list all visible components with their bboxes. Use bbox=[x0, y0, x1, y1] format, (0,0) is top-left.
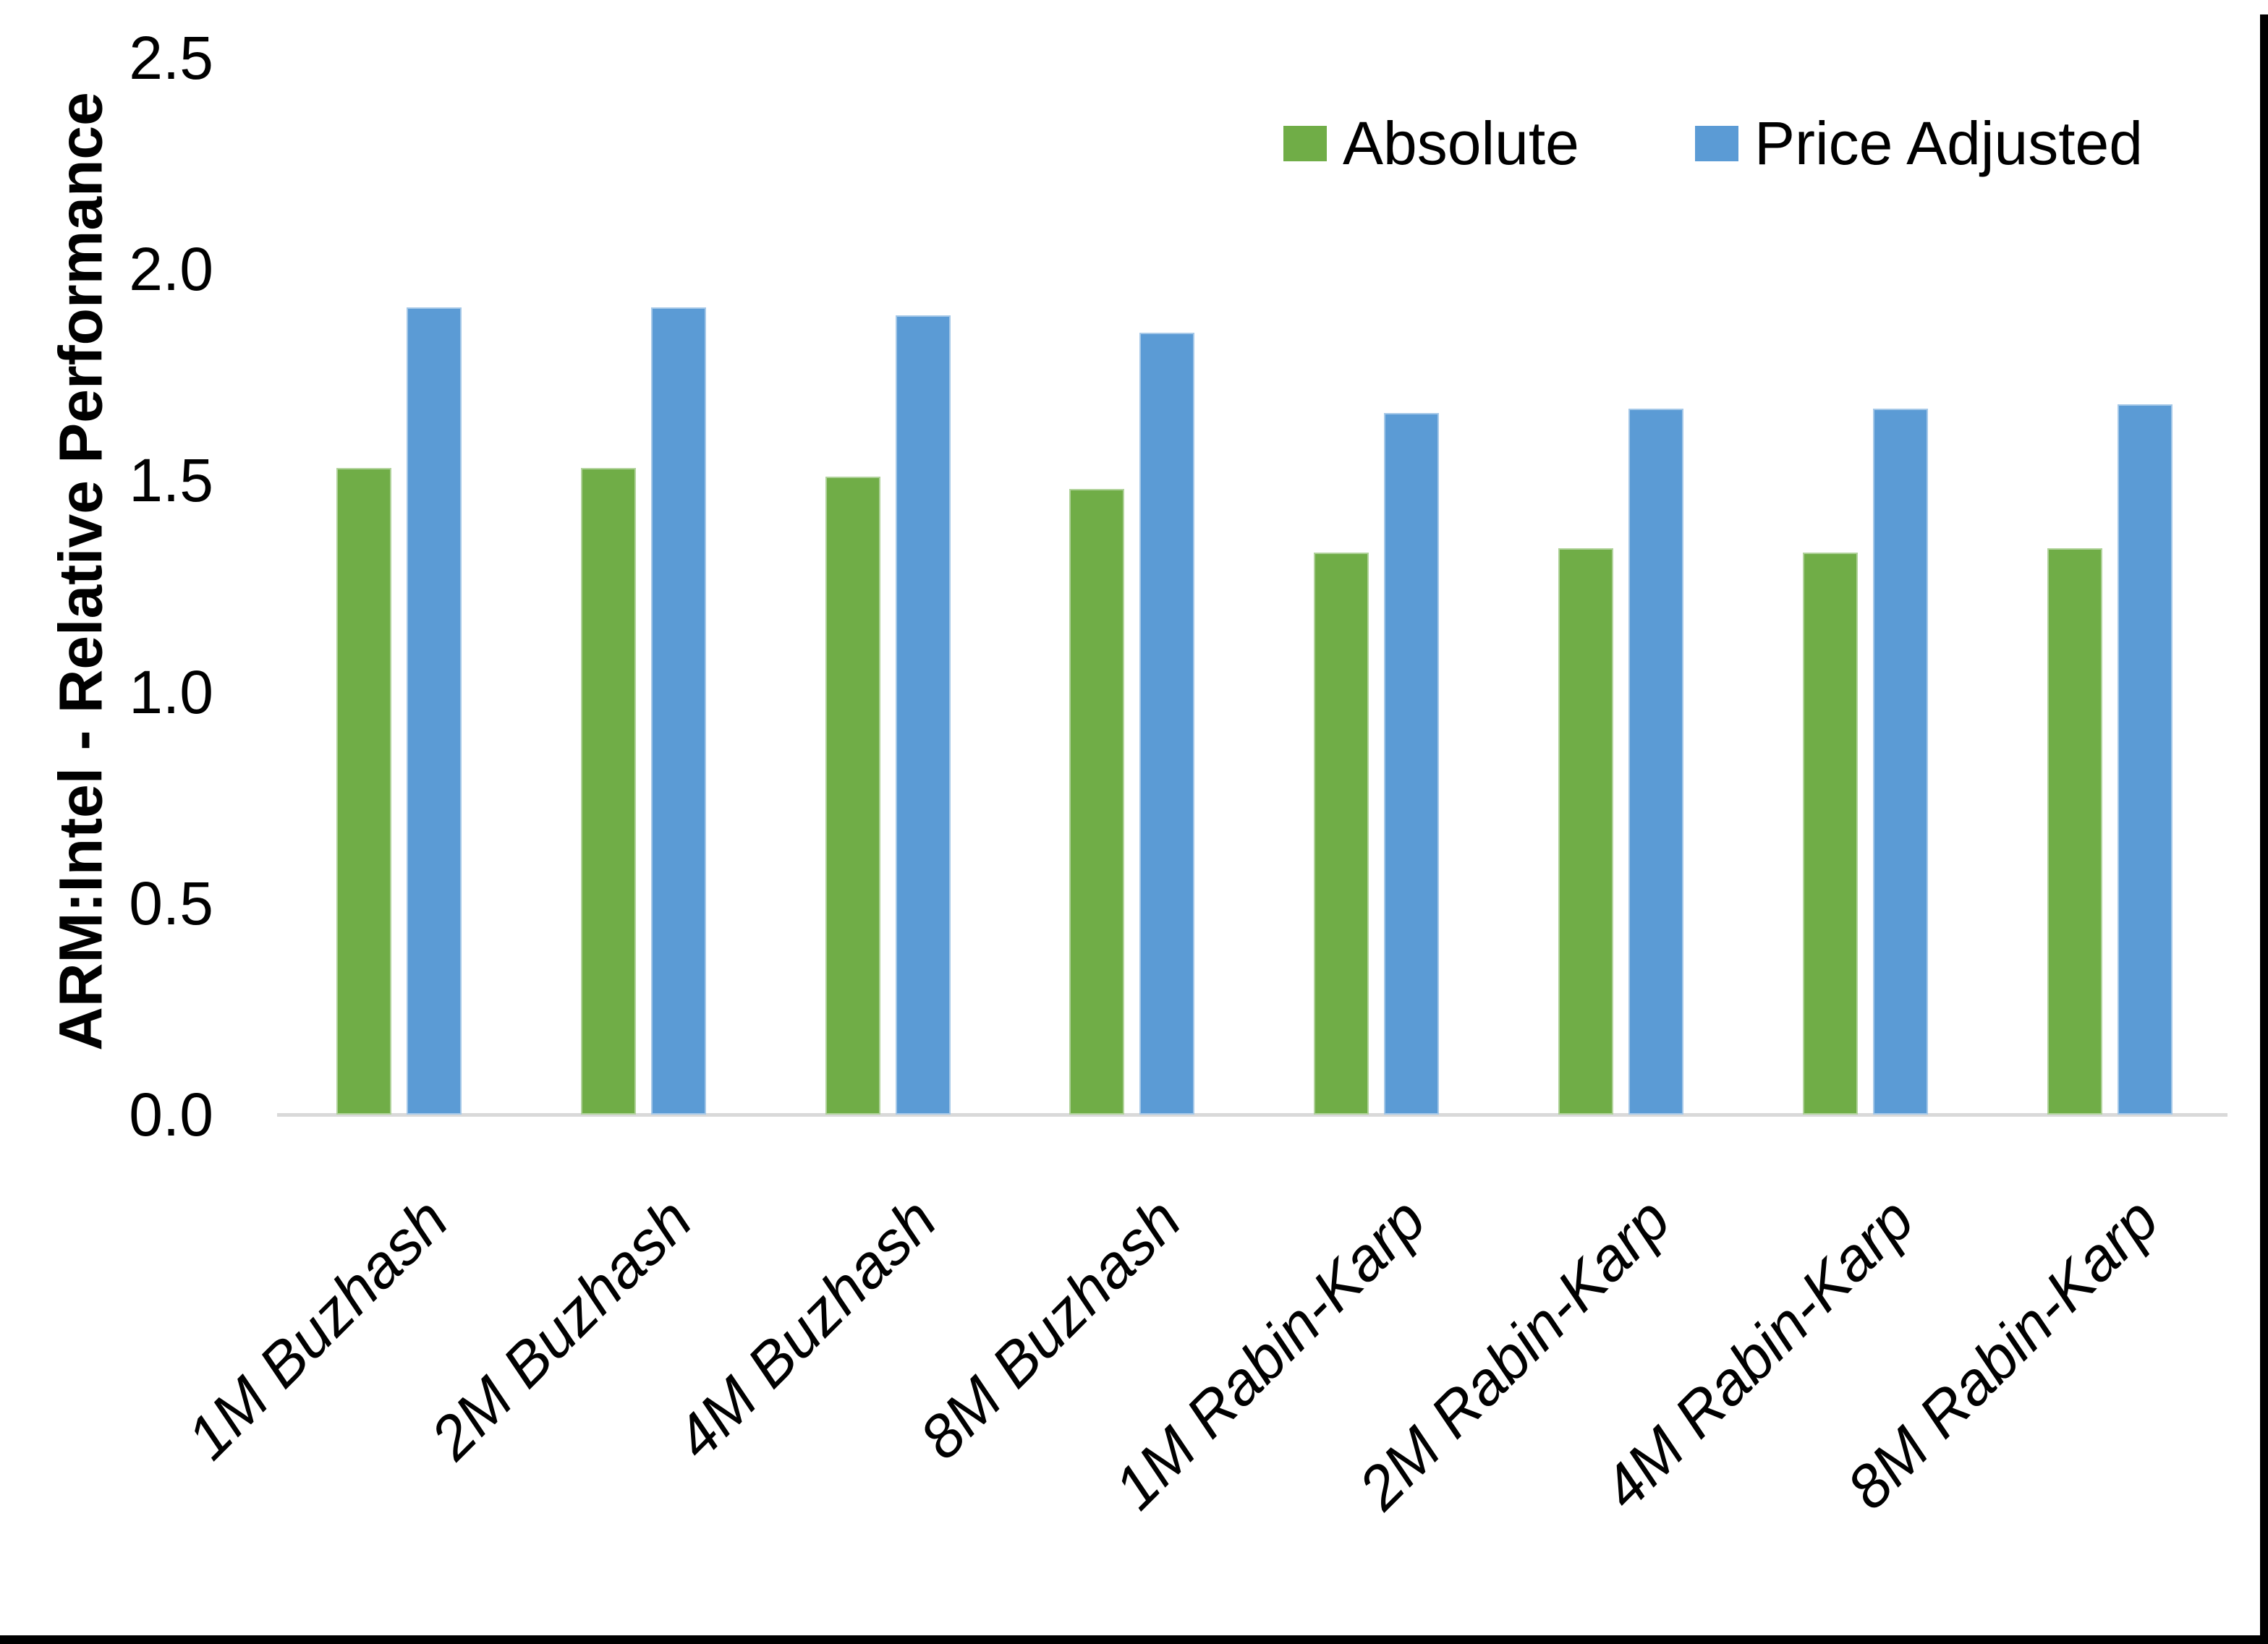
bar-price-adjusted-6 bbox=[1872, 409, 1928, 1115]
y-tick-label: 1.5 bbox=[129, 446, 213, 515]
bar-price-adjusted-1 bbox=[650, 307, 706, 1115]
legend-entry-absolute: Absolute bbox=[1283, 109, 1579, 177]
bar-price-adjusted-5 bbox=[1628, 409, 1683, 1115]
bar-price-adjusted-4 bbox=[1384, 412, 1440, 1115]
legend-swatch-icon bbox=[1695, 126, 1738, 161]
bar-price-adjusted-0 bbox=[407, 307, 462, 1115]
capture-right-border bbox=[2260, 14, 2268, 1644]
x-axis-line bbox=[277, 1113, 2227, 1117]
bar-absolute-5 bbox=[1558, 548, 1613, 1115]
bar-absolute-0 bbox=[336, 467, 391, 1115]
bar-absolute-3 bbox=[1069, 489, 1125, 1115]
legend-label: Price Adjusted bbox=[1754, 109, 2143, 177]
bar-absolute-4 bbox=[1314, 552, 1369, 1115]
y-tick-label: 0.0 bbox=[129, 1081, 213, 1149]
y-tick-label: 2.0 bbox=[129, 235, 213, 304]
legend-swatch-icon bbox=[1283, 126, 1327, 161]
capture-bottom-border bbox=[0, 1635, 2268, 1644]
y-tick-label: 1.0 bbox=[129, 657, 213, 726]
legend-label: Absolute bbox=[1343, 109, 1579, 177]
bar-price-adjusted-2 bbox=[895, 315, 951, 1115]
legend-entry-price-adjusted: Price Adjusted bbox=[1695, 109, 2143, 177]
y-tick-label: 2.5 bbox=[129, 24, 213, 92]
y-tick-label: 0.5 bbox=[129, 869, 213, 937]
bar-price-adjusted-7 bbox=[2117, 404, 2173, 1115]
bar-absolute-1 bbox=[580, 467, 636, 1115]
bar-absolute-2 bbox=[825, 476, 880, 1115]
x-category-label: 1M Buzhash bbox=[173, 1185, 461, 1473]
bar-absolute-6 bbox=[1802, 552, 1858, 1115]
x-category-label: 2M Buzhash bbox=[417, 1185, 705, 1473]
bar-price-adjusted-3 bbox=[1139, 332, 1195, 1115]
bar-absolute-7 bbox=[2047, 548, 2102, 1115]
x-category-label: 4M Buzhash bbox=[662, 1185, 950, 1473]
